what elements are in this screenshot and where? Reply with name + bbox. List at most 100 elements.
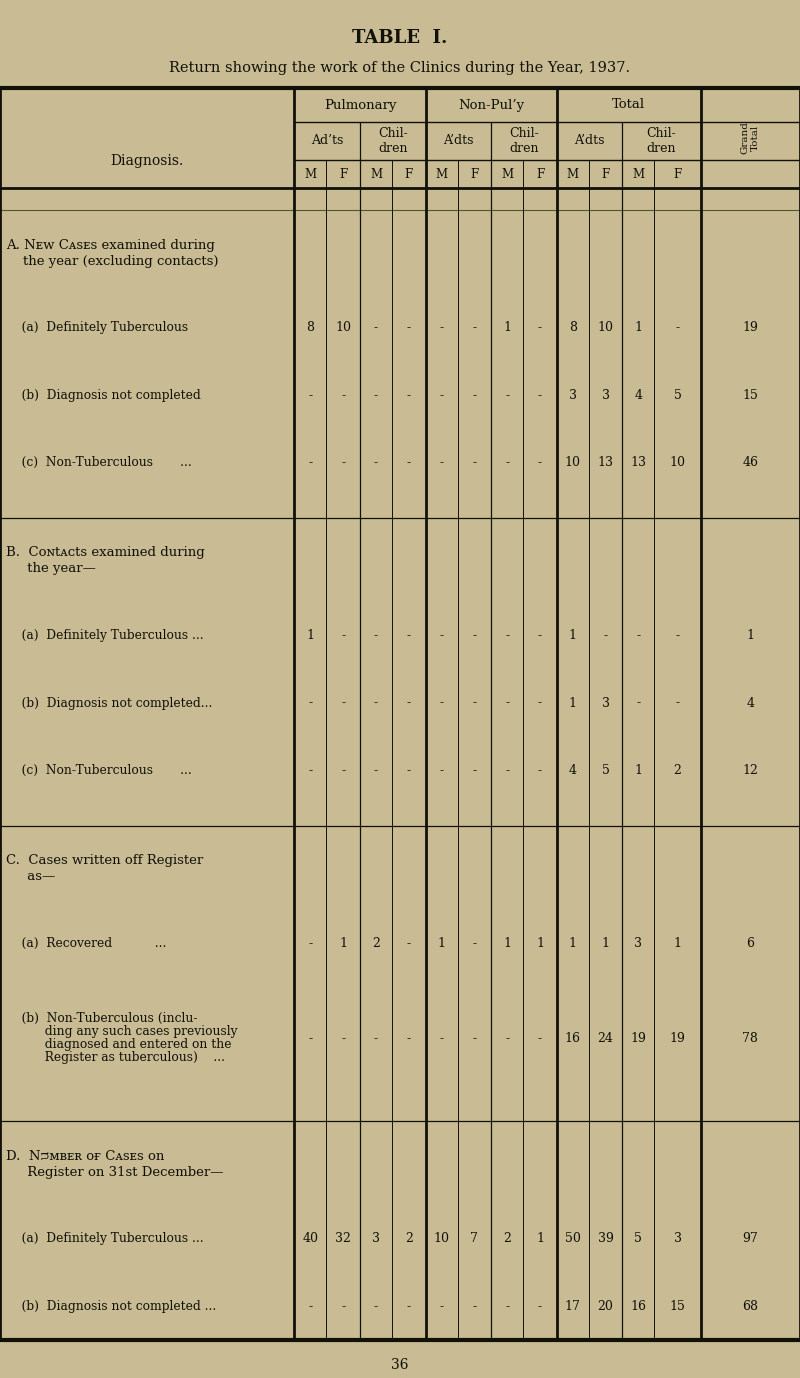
Text: -: - [538,389,542,402]
Text: -: - [341,763,346,777]
Text: -: - [406,389,411,402]
Text: 32: 32 [335,1232,351,1246]
Text: 3: 3 [372,1232,380,1246]
Text: 68: 68 [742,1299,758,1313]
Text: -: - [374,321,378,335]
Text: -: - [505,696,510,710]
Text: -: - [308,937,313,949]
Text: 10: 10 [598,321,614,335]
Text: F: F [405,168,413,181]
Text: -: - [472,321,477,335]
Text: Grand
Total: Grand Total [741,121,760,154]
Text: 1: 1 [634,321,642,335]
Text: 24: 24 [598,1032,614,1045]
Text: F: F [470,168,478,181]
Text: -: - [341,456,346,469]
Text: 12: 12 [742,763,758,777]
Text: -: - [538,696,542,710]
Text: -: - [374,1032,378,1045]
Text: 2: 2 [503,1232,511,1246]
Text: 6: 6 [746,937,754,949]
Text: -: - [406,321,411,335]
Text: -: - [308,1032,313,1045]
Text: -: - [636,630,641,642]
Text: (a)  Definitely Tuberculous: (a) Definitely Tuberculous [6,321,188,335]
Text: -: - [505,763,510,777]
Text: -: - [675,696,680,710]
Text: the year—: the year— [6,562,96,576]
Text: the year (excluding contacts): the year (excluding contacts) [6,255,218,267]
Text: Diagnosis.: Diagnosis. [110,154,184,168]
Text: -: - [439,763,444,777]
Text: -: - [308,763,313,777]
Text: A’dts: A’dts [443,135,474,147]
Text: 1: 1 [569,937,577,949]
Text: 97: 97 [742,1232,758,1246]
Text: -: - [439,1299,444,1313]
Text: -: - [439,696,444,710]
Text: -: - [341,389,346,402]
Text: 2: 2 [405,1232,413,1246]
Text: -: - [439,1032,444,1045]
Text: 39: 39 [598,1232,614,1246]
Text: Chil-
dren: Chil- dren [509,127,539,154]
Text: F: F [602,168,610,181]
Text: 8: 8 [306,321,314,335]
Text: -: - [406,456,411,469]
Text: -: - [308,696,313,710]
Text: -: - [675,321,680,335]
Text: 19: 19 [670,1032,686,1045]
Text: (c)  Non-Tuberculous       ...: (c) Non-Tuberculous ... [6,763,192,777]
Text: -: - [505,1299,510,1313]
Text: 5: 5 [602,763,610,777]
Text: -: - [406,1032,411,1045]
Text: -: - [636,696,641,710]
Text: -: - [472,630,477,642]
Text: Register as tuberculous)    ...: Register as tuberculous) ... [6,1051,225,1064]
Text: -: - [472,937,477,949]
Text: 1: 1 [503,937,511,949]
Text: -: - [472,1299,477,1313]
Text: Non-Pul’y: Non-Pul’y [458,98,524,112]
Text: -: - [374,389,378,402]
Text: 40: 40 [302,1232,318,1246]
Text: M: M [566,168,579,181]
Text: 10: 10 [670,456,686,469]
Text: C.  Cases written off Register: C. Cases written off Register [6,854,203,867]
Text: ding any such cases previously: ding any such cases previously [6,1025,238,1039]
Text: -: - [472,1032,477,1045]
Text: 1: 1 [674,937,682,949]
Text: -: - [472,456,477,469]
Text: -: - [406,630,411,642]
Text: 5: 5 [674,389,682,402]
Text: 3: 3 [634,937,642,949]
Text: 5: 5 [634,1232,642,1246]
Text: 19: 19 [630,1032,646,1045]
Text: M: M [370,168,382,181]
Text: -: - [308,456,313,469]
Text: 1: 1 [569,696,577,710]
Text: (b)  Diagnosis not completed ...: (b) Diagnosis not completed ... [6,1299,216,1313]
Text: M: M [501,168,514,181]
Text: 4: 4 [746,696,754,710]
Text: -: - [538,630,542,642]
Text: -: - [341,1032,346,1045]
Text: -: - [439,389,444,402]
Text: -: - [308,389,313,402]
Text: -: - [374,1299,378,1313]
Text: 1: 1 [536,937,544,949]
Text: 46: 46 [742,456,758,469]
Text: -: - [439,630,444,642]
Text: 2: 2 [372,937,380,949]
Text: -: - [472,763,477,777]
Text: Chil-
dren: Chil- dren [646,127,677,154]
Text: -: - [406,937,411,949]
Text: (b)  Diagnosis not completed...: (b) Diagnosis not completed... [6,696,212,710]
Text: -: - [374,630,378,642]
Text: -: - [505,456,510,469]
Text: -: - [341,696,346,710]
Text: -: - [505,630,510,642]
Text: -: - [406,696,411,710]
Text: 10: 10 [335,321,351,335]
Text: 1: 1 [503,321,511,335]
